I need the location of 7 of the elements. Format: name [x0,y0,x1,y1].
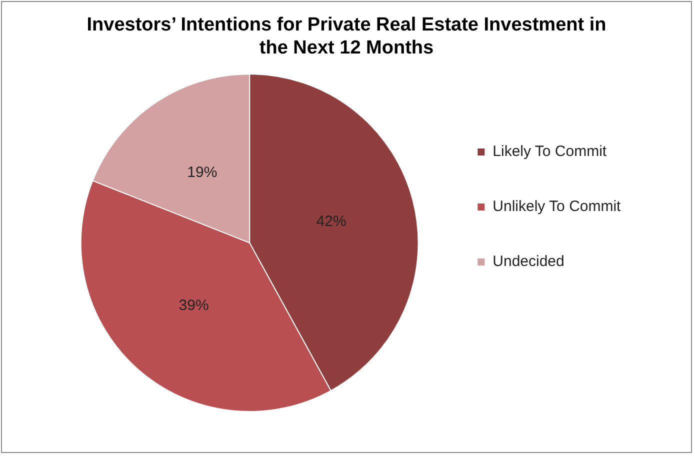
legend-label: Likely To Commit [492,143,608,160]
data-label: 42% [316,212,346,230]
data-label: 19% [187,164,218,182]
legend-label: Unlikely To Commit [492,198,622,216]
chart-title: Investors’ Intentions for Private Real Estate Investment in the Next 12 Months [86,14,606,58]
legend-label: Undecided [492,253,564,270]
data-label: 39% [178,297,209,314]
